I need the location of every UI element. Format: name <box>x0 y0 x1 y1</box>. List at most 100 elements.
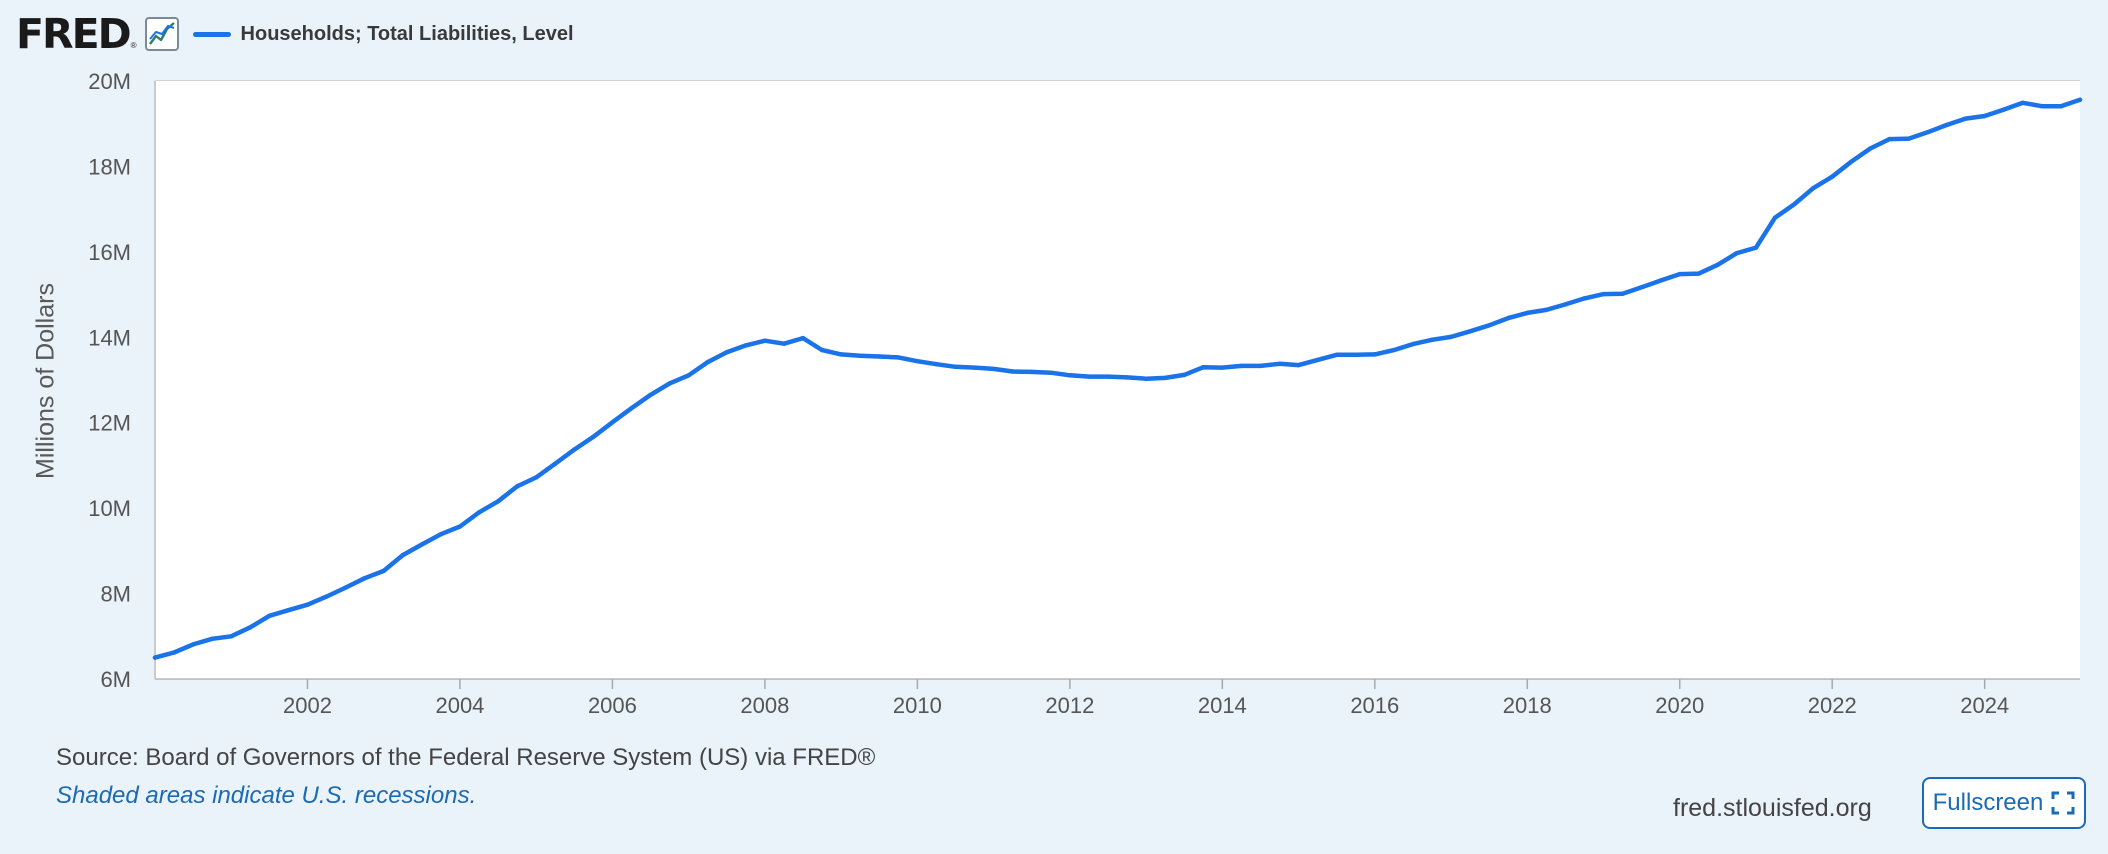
data-point <box>534 475 539 480</box>
x-tick-label: 2016 <box>1350 693 1399 718</box>
data-point <box>572 447 577 452</box>
data-point <box>1639 285 1644 290</box>
chart-header: FRED ® Households; Total Liabilities, Le… <box>16 12 574 56</box>
data-point <box>1372 352 1378 357</box>
data-point <box>1753 245 1759 250</box>
recession-note: Shaded areas indicate U.S. recessions. <box>56 782 477 809</box>
data-point <box>724 350 729 355</box>
data-point <box>934 362 939 367</box>
series-line <box>152 97 2083 660</box>
data-point <box>495 499 501 504</box>
data-point <box>819 347 825 353</box>
data-point <box>1734 250 1740 256</box>
data-point <box>1925 130 1930 135</box>
data-point <box>1105 374 1111 379</box>
data-point <box>2077 97 2083 103</box>
data-point <box>1868 146 1873 151</box>
data-point <box>1791 202 1797 207</box>
data-point <box>1982 113 1987 119</box>
data-point <box>1601 291 1606 297</box>
data-point <box>1162 375 1168 381</box>
data-point <box>648 392 653 398</box>
data-point <box>1086 374 1092 379</box>
data-point <box>2058 104 2064 109</box>
fred-logo[interactable]: FRED <box>16 9 132 58</box>
data-point <box>1544 307 1549 313</box>
data-point <box>1391 347 1397 353</box>
y-tick-label: 12M <box>88 411 131 436</box>
data-point <box>381 568 386 574</box>
data-point <box>781 341 787 346</box>
data-point <box>229 634 234 639</box>
data-point <box>1658 278 1663 283</box>
legend-label: Households; Total Liabilities, Level <box>240 22 574 45</box>
data-point <box>1525 310 1530 316</box>
data-point <box>1830 174 1835 179</box>
x-tick-label: 2004 <box>435 693 484 718</box>
data-point <box>991 366 996 372</box>
x-tick-label: 2006 <box>588 693 637 718</box>
data-point <box>1963 116 1968 121</box>
data-point <box>1143 376 1149 381</box>
data-point <box>1410 341 1416 347</box>
data-point <box>800 335 806 341</box>
data-point <box>152 655 158 660</box>
y-tick-label: 10M <box>88 496 131 521</box>
data-point <box>553 461 558 466</box>
data-point <box>1677 271 1683 277</box>
data-point <box>2020 100 2026 106</box>
y-tick-label: 20M <box>88 69 131 94</box>
x-tick-label: 2020 <box>1655 693 1704 718</box>
fullscreen-button[interactable]: Fullscreen <box>1922 777 2086 829</box>
data-point <box>457 524 463 529</box>
data-point <box>953 364 958 369</box>
y-tick-label: 14M <box>88 325 131 350</box>
data-point <box>400 552 405 558</box>
data-point <box>1277 361 1282 366</box>
data-point <box>419 542 424 547</box>
data-point <box>1906 136 1911 141</box>
data-point <box>1258 363 1263 369</box>
x-tick-label: 2022 <box>1808 693 1857 718</box>
data-point <box>362 576 367 581</box>
data-point <box>514 484 520 489</box>
x-axis-ticks: 2002 2004 2006 2008 2010 2012 2014 2016 2018 2020… <box>283 679 2009 718</box>
y-axis-title: Millions of Dollars <box>31 283 60 479</box>
x-tick-label: 2008 <box>740 693 789 718</box>
series-layer <box>152 97 2083 660</box>
y-tick-label: 18M <box>88 154 131 179</box>
x-tick-label: 2014 <box>1198 693 1247 718</box>
data-point <box>1124 375 1130 380</box>
data-point <box>1772 215 1778 220</box>
x-tick-label: 2018 <box>1503 693 1552 718</box>
data-point <box>743 343 748 348</box>
data-point <box>1067 373 1073 378</box>
y-tick-label: 6M <box>100 667 131 692</box>
data-point <box>591 434 596 439</box>
data-point <box>896 355 901 360</box>
data-point <box>762 338 768 343</box>
data-point <box>1448 334 1454 340</box>
data-point <box>1315 357 1320 363</box>
data-point <box>838 352 844 357</box>
plot-background <box>155 81 2080 679</box>
y-tick-label: 8M <box>100 582 131 607</box>
data-point <box>1353 352 1358 357</box>
x-tick-label: 2002 <box>283 693 332 718</box>
data-point <box>1467 329 1473 334</box>
data-point <box>171 650 177 655</box>
data-point <box>705 359 710 365</box>
data-point <box>1296 362 1301 368</box>
data-point <box>629 406 634 411</box>
data-point <box>1220 365 1225 370</box>
data-point <box>324 594 329 599</box>
data-point <box>248 625 253 630</box>
data-point <box>1201 365 1206 370</box>
data-point <box>190 642 196 647</box>
fullscreen-label: Fullscreen <box>1932 789 2044 816</box>
data-point <box>1811 186 1816 191</box>
data-point <box>686 373 691 378</box>
fred-url[interactable]: fred.stlouisfed.org <box>1673 794 1872 822</box>
data-point <box>2039 104 2045 109</box>
